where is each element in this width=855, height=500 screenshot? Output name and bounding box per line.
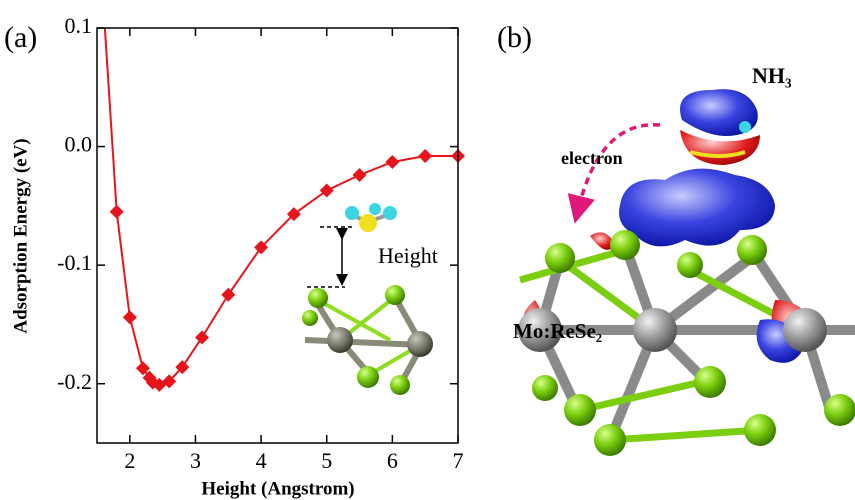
x-tick-label: 3 — [190, 448, 201, 473]
inset: Height — [302, 203, 438, 395]
panel-label: (a) — [4, 21, 37, 54]
figure: (a) (b) Height (Angstrom) Adsorption Ene… — [0, 0, 855, 500]
substrate-label: Mo:ReSe₂ — [513, 319, 602, 343]
y-tick-label: 0.0 — [65, 132, 93, 157]
data-line — [105, 28, 458, 385]
y-tick-label: -0.1 — [57, 250, 92, 275]
x-tick-label: 4 — [256, 448, 267, 473]
arrow-label: electron — [561, 148, 623, 168]
y-axis-label: Adsorption Energy (eV) — [10, 138, 31, 333]
inset-label: Height — [378, 243, 438, 268]
data-point — [320, 183, 334, 197]
x-axis-label: Height (Angstrom) — [201, 478, 354, 499]
structure-render: NH₃ electron Mo:ReSe₂ — [513, 63, 855, 456]
data-point — [110, 205, 124, 219]
x-tick-label: 2 — [124, 448, 135, 473]
data-point — [385, 155, 399, 169]
data-point — [123, 310, 137, 324]
x-tick-label: 6 — [387, 448, 398, 473]
x-tick-label: 5 — [321, 448, 332, 473]
panel-label: (b) — [497, 21, 532, 54]
molecule-label: NH₃ — [752, 63, 792, 88]
data-point — [418, 149, 432, 163]
data-point — [221, 288, 235, 302]
y-tick-label: -0.2 — [57, 369, 92, 394]
data-point — [195, 330, 209, 344]
data-point — [353, 168, 367, 182]
y-tick-label: 0.1 — [65, 13, 93, 38]
x-tick-label: 7 — [453, 448, 464, 473]
